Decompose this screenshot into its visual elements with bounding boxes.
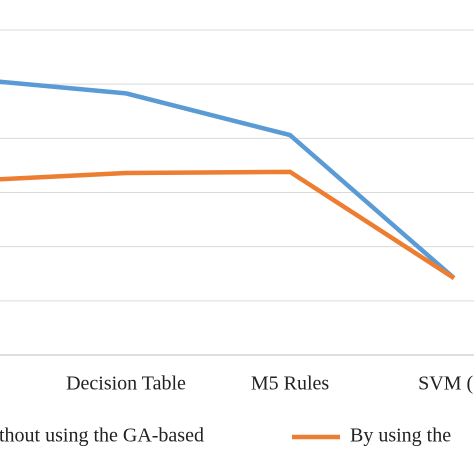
series-line xyxy=(0,169,456,280)
series-line xyxy=(0,79,456,280)
legend-label: thout using the GA-based xyxy=(0,425,204,447)
x-tick-label: M5 Rules xyxy=(251,373,330,395)
x-tick-label: SVM (Sl xyxy=(418,373,474,395)
legend-label: By using the xyxy=(350,425,451,447)
x-tick-label: Decision Table xyxy=(66,373,186,395)
